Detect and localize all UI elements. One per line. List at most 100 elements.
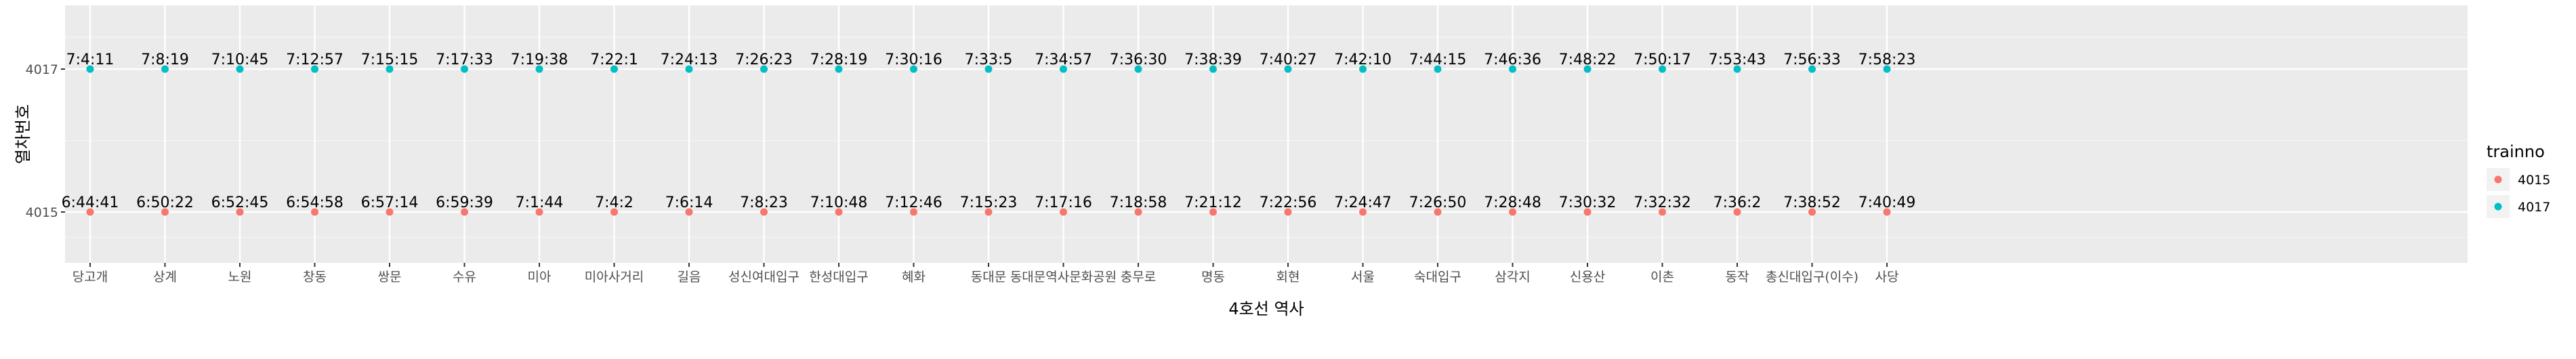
time-label-4017-10: 7:28:19	[810, 51, 868, 68]
point-4017-7	[610, 65, 618, 73]
point-4015-15	[1209, 208, 1217, 216]
point-4017-15	[1209, 65, 1217, 73]
time-label-4015-0: 6:44:41	[62, 194, 119, 211]
point-4015-18	[1434, 208, 1442, 216]
time-label-4017-22: 7:53:43	[1709, 51, 1766, 68]
time-label-4017-1: 7:8:19	[141, 51, 189, 68]
point-4017-6	[535, 65, 543, 73]
point-4015-20	[1583, 208, 1592, 216]
x-tick-label-4: 쌍문	[378, 270, 402, 284]
time-label-4015-12: 7:15:23	[960, 194, 1018, 211]
time-label-4017-7: 7:22:1	[590, 51, 638, 68]
time-label-4017-5: 7:17:33	[436, 51, 493, 68]
point-4017-12	[984, 65, 993, 73]
time-label-4017-20: 7:48:22	[1559, 51, 1617, 68]
point-4017-14	[1134, 65, 1142, 73]
point-4017-16	[1284, 65, 1292, 73]
point-4017-19	[1509, 65, 1516, 73]
point-4015-13	[1060, 208, 1067, 216]
x-tick-label-0: 당고개	[72, 270, 108, 284]
point-4015-16	[1284, 208, 1292, 216]
x-tick-label-7: 미아사거리	[585, 270, 644, 284]
time-label-4017-8: 7:24:13	[661, 51, 718, 68]
point-4017-10	[835, 65, 843, 73]
time-label-4017-3: 7:12:57	[286, 51, 344, 68]
x-tick-label-20: 신용산	[1570, 270, 1605, 284]
point-4017-11	[910, 65, 917, 73]
time-label-4015-10: 7:10:48	[810, 194, 868, 211]
point-4017-1	[161, 65, 169, 73]
legend-title: trainno	[2487, 142, 2545, 161]
time-label-4017-12: 7:33:5	[965, 51, 1013, 68]
point-4017-20	[1583, 65, 1592, 73]
time-label-4015-2: 6:52:45	[211, 194, 269, 211]
point-4017-0	[86, 65, 94, 73]
time-label-4017-19: 7:46:36	[1484, 51, 1541, 68]
point-4017-17	[1359, 65, 1367, 73]
x-tick-label-9: 성신여대입구	[728, 270, 799, 284]
point-4015-19	[1509, 208, 1516, 216]
time-label-4015-17: 7:24:47	[1334, 194, 1392, 211]
point-4015-14	[1134, 208, 1142, 216]
point-4017-5	[461, 65, 468, 73]
time-label-4015-5: 6:59:39	[436, 194, 493, 211]
point-4017-13	[1060, 65, 1067, 73]
time-label-4017-11: 7:30:16	[885, 51, 942, 68]
y-tick-label-4017: 4017	[26, 62, 58, 77]
point-4017-9	[760, 65, 768, 73]
time-label-4017-21: 7:50:17	[1634, 51, 1691, 68]
point-4015-4	[386, 208, 394, 216]
time-label-4015-3: 6:54:58	[286, 194, 344, 211]
point-4017-23	[1808, 65, 1816, 73]
x-tick-label-16: 회현	[1276, 270, 1300, 284]
point-4017-24	[1883, 65, 1891, 73]
time-label-4017-23: 7:56:33	[1783, 51, 1841, 68]
time-label-4015-22: 7:36:2	[1713, 194, 1762, 211]
time-label-4015-4: 6:57:14	[361, 194, 419, 211]
panel-background	[65, 5, 2468, 263]
point-4015-9	[760, 208, 768, 216]
point-4015-10	[835, 208, 843, 216]
point-4015-8	[685, 208, 693, 216]
point-4015-2	[236, 208, 244, 216]
time-label-4015-8: 7:6:14	[665, 194, 713, 211]
point-4015-24	[1883, 208, 1891, 216]
point-4017-3	[311, 65, 318, 73]
point-4017-21	[1659, 65, 1666, 73]
time-label-4017-0: 7:4:11	[66, 51, 115, 68]
point-4015-11	[910, 208, 917, 216]
time-label-4015-23: 7:38:52	[1783, 194, 1841, 211]
point-4015-7	[610, 208, 618, 216]
y-tick-label-4015: 4015	[26, 205, 58, 220]
x-tick-label-19: 삼각지	[1495, 270, 1530, 284]
point-4015-17	[1359, 208, 1367, 216]
point-4015-1	[161, 208, 169, 216]
time-label-4015-15: 7:21:12	[1184, 194, 1242, 211]
x-tick-label-13: 동대문역사문화공원	[1010, 270, 1117, 284]
time-label-4015-19: 7:28:48	[1484, 194, 1541, 211]
time-label-4015-18: 7:26:50	[1409, 194, 1467, 211]
x-tick-label-18: 숙대입구	[1414, 270, 1461, 284]
x-tick-label-24: 사당	[1875, 270, 1899, 284]
x-tick-label-3: 창동	[303, 270, 327, 284]
legend-label-4017: 4017	[2518, 200, 2550, 215]
point-4017-18	[1434, 65, 1442, 73]
x-tick-label-5: 수유	[453, 270, 476, 284]
x-tick-label-12: 동대문	[971, 270, 1006, 284]
time-label-4017-4: 7:15:15	[361, 51, 419, 68]
time-label-4015-6: 7:1:44	[516, 194, 564, 211]
point-4017-2	[236, 65, 244, 73]
time-label-4017-9: 7:26:23	[735, 51, 793, 68]
x-axis-title: 4호선 역사	[1228, 299, 1304, 318]
x-tick-label-11: 혜화	[902, 270, 926, 284]
point-4015-5	[461, 208, 468, 216]
x-tick-label-8: 길음	[678, 270, 701, 284]
y-axis-title: 열차번호	[14, 104, 33, 164]
time-label-4017-14: 7:36:30	[1110, 51, 1167, 68]
x-tick-label-14: 충무로	[1121, 270, 1156, 284]
legend-key-4015	[2494, 175, 2502, 184]
x-tick-label-1: 상계	[153, 270, 177, 284]
point-4017-4	[386, 65, 394, 73]
